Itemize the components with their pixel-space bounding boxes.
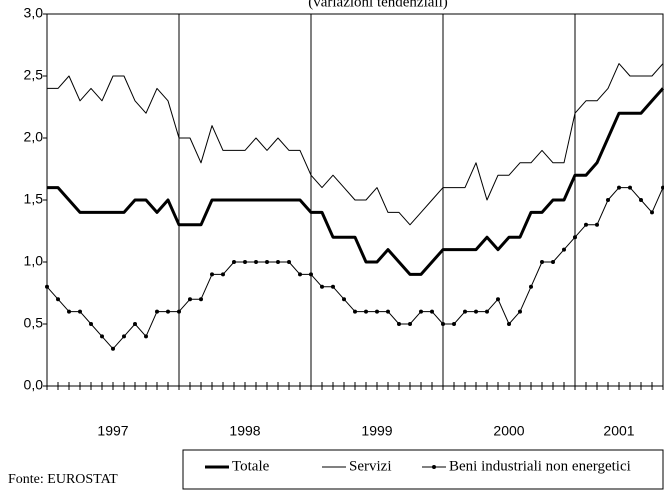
chart-title: (variazioni tendenziali) [308,0,448,10]
y-tick-label: 0,0 [24,377,44,393]
series-dot [529,284,533,289]
series-dot [463,309,467,314]
x-tick-label: 2001 [603,423,634,439]
series-dot [320,284,324,289]
series-dot [188,297,192,302]
series-dot [166,309,170,314]
series-dot [342,297,346,302]
series-dot [155,309,159,314]
series-dot [144,334,148,339]
series-dot [496,297,500,302]
y-tick-label: 0,5 [24,315,44,331]
series-dot [45,284,49,289]
series-dot [56,297,60,302]
legend-label: Totale [232,458,270,474]
series-dot [210,272,214,277]
legend-label: Beni industriali non energetici [449,458,631,474]
x-tick-label: 1998 [229,423,260,439]
series-dot [507,322,511,326]
series-dot [584,222,588,227]
series-line [46,187,664,350]
series-dot [650,210,654,215]
series-dot [430,309,434,314]
series-dot [485,309,489,314]
series-dot [617,185,621,190]
series-dot [67,309,71,314]
series-dot [133,322,137,326]
x-tick-label: 2000 [493,423,524,439]
series-dot [221,272,225,277]
x-tick-label: 1999 [361,423,392,439]
series-dot [364,309,368,314]
legend-dot [432,465,436,469]
series-line [47,63,664,226]
y-tick-label: 1,0 [24,253,44,269]
legend-box [182,449,664,490]
source: Fonte: EUROSTAT [8,472,118,487]
series-dot [408,322,412,326]
series-dot [331,284,335,289]
series-dot [122,334,126,339]
series-dot [111,346,115,351]
series-dot [353,309,357,314]
series-dot [375,309,379,314]
series-dot [628,185,632,190]
series-dot [540,260,544,264]
series-dot [100,334,104,339]
series-dot [89,322,93,326]
series-dot [551,260,555,264]
x-tick-label: 1997 [97,423,128,439]
series-dot [298,272,302,277]
series-dot [254,260,258,264]
series-dot [243,260,247,264]
y-tick-label: 3,0 [24,5,44,21]
series-dot [474,309,478,314]
series-dot [606,198,610,202]
series-dot [177,309,181,314]
series-dot [595,222,599,227]
series-dot [639,198,643,202]
y-tick-label: 2,5 [24,67,44,83]
series-dot [452,322,456,326]
series-dot [276,260,280,264]
series-dot [397,322,401,326]
series-dot [518,309,522,314]
y-tick-label: 2,0 [24,129,44,145]
series-dot [386,309,390,314]
series-dot [78,309,82,314]
series-dot [232,260,236,264]
series-dot [309,272,313,277]
series-dot [562,247,566,252]
series-dot [199,297,203,302]
legend-label: Servizi [349,458,392,474]
series-dot [661,185,664,190]
series-dot [573,235,577,240]
series-dot [287,260,291,264]
series-dot [441,322,445,326]
series-dot [265,260,269,264]
series-line [47,87,664,276]
y-tick-label: 1,5 [24,191,44,207]
series-dot [419,309,423,314]
